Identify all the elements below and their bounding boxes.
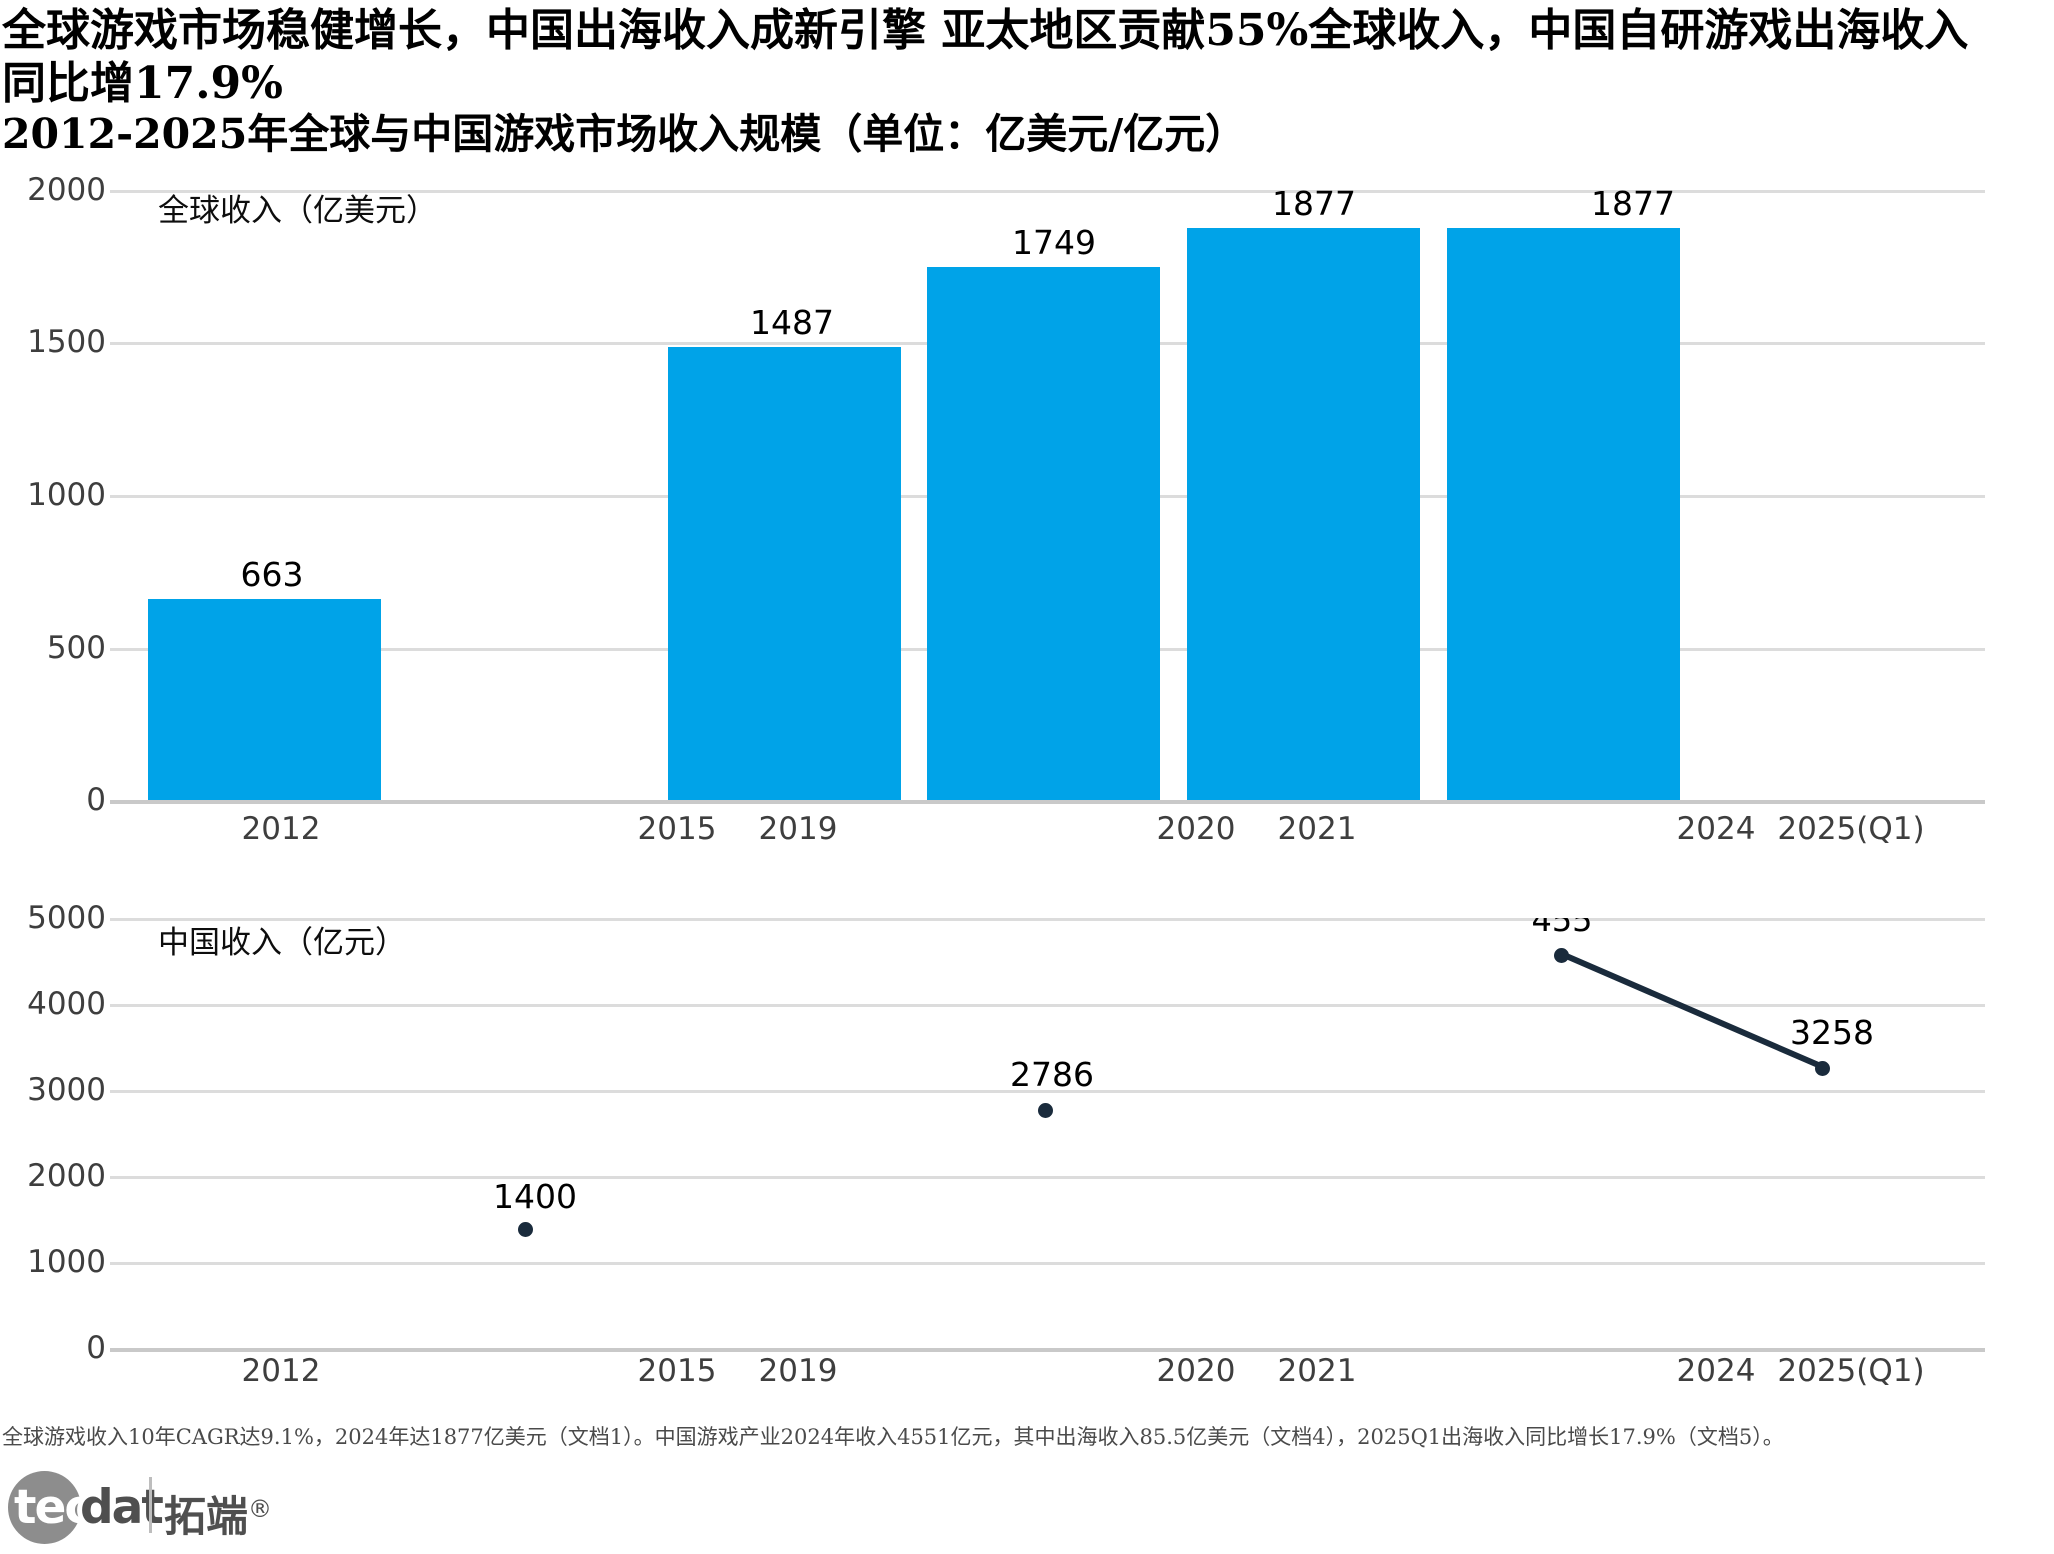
revenue-bar-2012 bbox=[148, 599, 381, 800]
data-point-2020 bbox=[1038, 1103, 1053, 1118]
logo-divider bbox=[149, 1477, 152, 1533]
revenue-bar-2021 bbox=[1187, 228, 1420, 800]
y-tick: 2000 bbox=[27, 1158, 106, 1194]
x-tick: 2020 bbox=[1156, 1353, 1236, 1389]
bar-value-label: 1487 bbox=[750, 303, 834, 342]
x-tick: 2025(Q1) bbox=[1777, 1353, 1925, 1389]
revenue-bar-2020 bbox=[927, 267, 1160, 800]
x-tick: 2015 bbox=[637, 1353, 717, 1389]
y-tick: 0 bbox=[86, 1330, 106, 1366]
y-tick: 5000 bbox=[27, 900, 106, 936]
y-tick: 0 bbox=[86, 782, 106, 818]
gridline bbox=[110, 1004, 1985, 1007]
y-tick: 3000 bbox=[27, 1072, 106, 1108]
y-tick: 500 bbox=[46, 630, 106, 666]
footnote: 全球游戏收入10年CAGR达9.1%，2024年达1877亿美元（文档1）。中国… bbox=[2, 1425, 1784, 1449]
trend-line bbox=[1560, 951, 1824, 1070]
bar-value-label: 1877 bbox=[1591, 184, 1675, 223]
china-revenue-legend: 中国收入（亿元） bbox=[158, 925, 406, 961]
y-tick: 1000 bbox=[27, 477, 106, 513]
revenue-bar-2024 bbox=[1447, 228, 1680, 800]
registered-mark: ® bbox=[248, 1495, 273, 1523]
axis-baseline bbox=[110, 800, 1985, 804]
x-tick: 2024 bbox=[1676, 811, 1756, 847]
x-tick: 2012 bbox=[241, 1353, 321, 1389]
axis-baseline bbox=[110, 1348, 1985, 1352]
data-point-2025q1 bbox=[1815, 1061, 1830, 1076]
x-tick: 2024 bbox=[1676, 1353, 1756, 1389]
global-revenue-legend: 全球收入（亿美元） bbox=[158, 193, 437, 229]
y-tick: 2000 bbox=[27, 172, 106, 208]
point-value-label: 3258 bbox=[1790, 1013, 1874, 1052]
bar-value-label: 1877 bbox=[1272, 184, 1356, 223]
chart-title-line1: 全球游戏市场稳健增长，中国出海收入成新引擎 亚太地区贡献55%全球收入，中国自研… bbox=[2, 5, 1969, 56]
x-tick: 2020 bbox=[1156, 811, 1236, 847]
gridline bbox=[110, 190, 1985, 193]
logo-text-tec: tec bbox=[14, 1480, 92, 1535]
point-value-label: 1400 bbox=[493, 1177, 577, 1216]
x-tick: 2015 bbox=[637, 811, 717, 847]
x-tick: 2019 bbox=[758, 1353, 838, 1389]
point-value-label: 2786 bbox=[1010, 1055, 1094, 1094]
x-tick: 2019 bbox=[758, 811, 838, 847]
y-tick: 1500 bbox=[27, 324, 106, 360]
logo-text-cn: 拓端® bbox=[164, 1485, 272, 1541]
point-value-label: 455 bbox=[1531, 918, 1593, 938]
data-point-2024 bbox=[1554, 948, 1569, 963]
gridline bbox=[110, 1262, 1985, 1265]
chart-title: 全球游戏市场稳健增长，中国出海收入成新引擎 亚太地区贡献55%全球收入，中国自研… bbox=[2, 4, 2054, 110]
bar-value-label: 1749 bbox=[1012, 223, 1096, 262]
bar-value-label: 663 bbox=[240, 555, 304, 594]
x-tick: 2012 bbox=[241, 811, 321, 847]
x-tick: 2021 bbox=[1277, 1353, 1357, 1389]
chart-subtitle: 2012-2025年全球与中国游戏市场收入规模（单位：亿美元/亿元） bbox=[2, 110, 1247, 158]
chart-title-line2: 同比增17.9% bbox=[2, 58, 283, 109]
gridline bbox=[110, 1176, 1985, 1179]
logo-circle bbox=[8, 1471, 81, 1544]
data-point-2015 bbox=[518, 1222, 533, 1237]
revenue-bar-2019 bbox=[668, 347, 901, 800]
y-tick: 4000 bbox=[27, 986, 106, 1022]
x-tick: 2021 bbox=[1277, 811, 1357, 847]
gridline bbox=[110, 918, 1985, 921]
y-tick: 1000 bbox=[27, 1244, 106, 1280]
gridline bbox=[110, 1090, 1985, 1093]
logo-cn-text: 拓端 bbox=[164, 1492, 249, 1541]
point-value-label-clipped: 455 bbox=[1506, 918, 1618, 938]
x-tick: 2025(Q1) bbox=[1777, 811, 1925, 847]
